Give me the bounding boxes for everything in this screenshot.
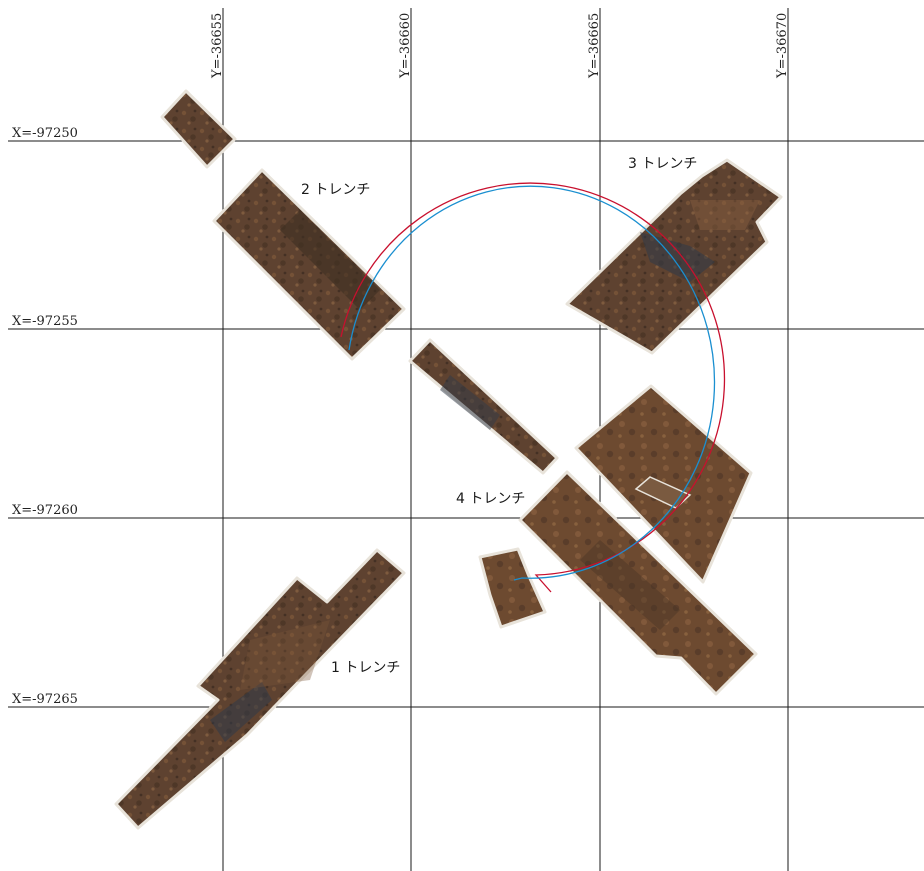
trench-4-shade (580, 540, 680, 630)
trench-3-blue-patch (640, 232, 715, 282)
arcs (340, 182, 726, 593)
trench-small-nw (160, 89, 237, 169)
trench-center-strip-dark-patch (440, 375, 500, 430)
trench-1-mid-patch (240, 620, 330, 690)
label-trench-3: 3 トレンチ (628, 156, 697, 172)
arc-inner (348, 185, 716, 581)
y-label-2: Y=-36660 (398, 13, 413, 79)
trench-labels: 1 トレンチ 2 トレンチ 3 トレンチ 4 トレンチ (301, 156, 697, 676)
x-label-4: X=-97265 (12, 692, 78, 707)
label-trench-4: 4 トレンチ (456, 491, 525, 507)
x-label-2: X=-97255 (12, 314, 78, 329)
arc-outer (340, 182, 726, 593)
label-trench-2: 2 トレンチ (301, 182, 370, 198)
x-label-3: X=-97260 (12, 503, 78, 518)
y-label-3: Y=-36665 (587, 13, 602, 79)
trench-2 (212, 168, 406, 361)
trench-small-s (478, 547, 547, 629)
trench-3-light-patch (690, 200, 760, 230)
trench-large-quad-inner-rect (634, 476, 692, 509)
y-label-4: Y=-36670 (775, 13, 790, 79)
grid: Y=-36655 Y=-36660 Y=-36665 Y=-36670 X=-9… (8, 8, 924, 871)
label-trench-1: 1 トレンチ (331, 660, 400, 676)
trench-1-dark-patch (210, 682, 272, 742)
trench-2-dark-patch (280, 210, 380, 310)
x-label-1: X=-97250 (12, 126, 78, 141)
y-label-1: Y=-36655 (210, 13, 225, 79)
trench-4 (518, 470, 758, 696)
